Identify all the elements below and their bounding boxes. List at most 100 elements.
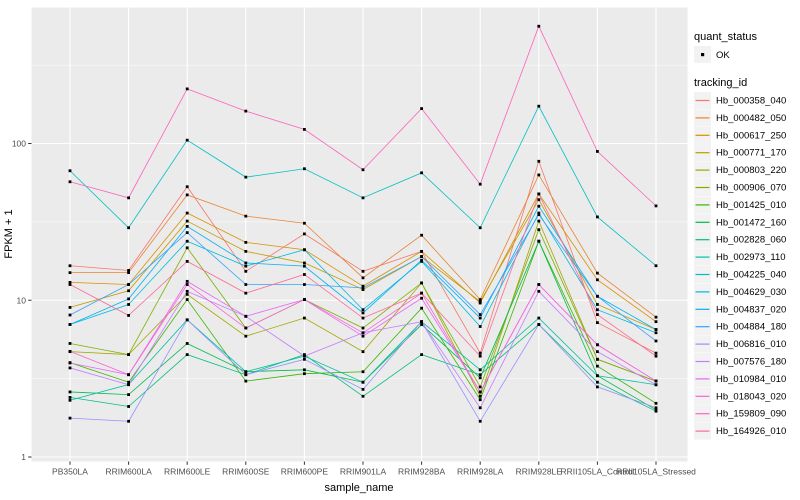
data-point bbox=[361, 286, 365, 290]
data-point bbox=[185, 298, 189, 301]
data-point bbox=[127, 297, 130, 301]
legend-entry-label: Hb_004884_180 bbox=[716, 322, 786, 333]
data-point bbox=[478, 398, 482, 402]
data-point bbox=[244, 109, 248, 113]
data-point bbox=[654, 315, 658, 319]
data-point bbox=[537, 239, 541, 243]
x-tick-label: RRII105LA_Stressed bbox=[616, 467, 696, 477]
data-point bbox=[420, 291, 423, 295]
data-point bbox=[244, 264, 248, 268]
legend-entry-label: Hb_000771_170 bbox=[716, 148, 786, 159]
data-point bbox=[537, 323, 541, 326]
data-point bbox=[596, 321, 599, 325]
data-point bbox=[654, 328, 658, 331]
data-point bbox=[127, 393, 130, 397]
data-point bbox=[185, 259, 189, 263]
panel-background bbox=[31, 7, 688, 462]
legend-entry-label: Hb_004629_030 bbox=[716, 287, 786, 298]
legend-entry-label: Hb_002828_060 bbox=[716, 235, 786, 246]
legend-entry-label: Hb_004225_040 bbox=[716, 270, 786, 281]
data-point bbox=[537, 173, 541, 177]
data-point bbox=[596, 294, 599, 298]
data-point bbox=[596, 303, 599, 306]
data-point bbox=[537, 104, 541, 108]
legend-title-quant-status: quant_status bbox=[694, 31, 757, 43]
data-point bbox=[478, 351, 482, 355]
data-point bbox=[654, 264, 658, 268]
x-tick-label: RRII105LA_Control bbox=[561, 467, 635, 477]
data-point bbox=[244, 283, 248, 286]
data-point bbox=[537, 198, 541, 202]
data-point bbox=[185, 239, 189, 243]
x-tick-label: RRIM600LE bbox=[164, 467, 211, 477]
legend-entry-Hb_001472_160: Hb_001472_160 bbox=[694, 213, 786, 231]
data-point bbox=[68, 180, 72, 184]
x-tick-label: RRIM928BA bbox=[398, 467, 446, 477]
legend-entry-label: Hb_159809_090 bbox=[716, 409, 786, 420]
legend-entry-label: Hb_000482_050 bbox=[716, 113, 786, 124]
legend-label-quant-status: OK bbox=[716, 50, 730, 61]
data-point bbox=[537, 159, 541, 163]
legend-entry-label: Hb_007576_180 bbox=[716, 357, 786, 368]
data-point bbox=[361, 387, 365, 391]
data-point bbox=[420, 320, 423, 324]
data-point bbox=[127, 269, 130, 272]
data-point bbox=[537, 204, 541, 208]
data-point bbox=[361, 331, 365, 335]
data-point bbox=[185, 318, 189, 322]
data-point bbox=[68, 264, 72, 268]
data-point bbox=[244, 314, 248, 318]
data-point bbox=[185, 87, 189, 91]
data-point bbox=[185, 342, 189, 345]
data-point bbox=[185, 219, 189, 223]
data-point bbox=[478, 325, 482, 328]
data-point bbox=[654, 320, 658, 324]
data-point bbox=[537, 219, 541, 223]
data-point bbox=[596, 357, 599, 361]
data-point bbox=[361, 196, 365, 200]
data-point bbox=[185, 353, 189, 357]
data-point bbox=[303, 264, 306, 268]
legend-entry-label: Hb_010984_010 bbox=[716, 374, 786, 385]
data-point bbox=[185, 138, 189, 142]
legend-entry-Hb_159809_090: Hb_159809_090 bbox=[694, 405, 786, 423]
data-point bbox=[303, 298, 306, 301]
data-point bbox=[537, 283, 541, 286]
data-point bbox=[478, 313, 482, 316]
data-point bbox=[68, 169, 72, 173]
data-point bbox=[244, 240, 248, 244]
y-axis-title: FPKM + 1 bbox=[3, 209, 15, 258]
data-point bbox=[537, 228, 541, 232]
data-point bbox=[478, 376, 482, 380]
legend-entries-tracking-id: Hb_000358_040 Hb_000482_050 Hb_000617_250 H… bbox=[694, 92, 786, 440]
data-point bbox=[361, 288, 365, 291]
legend-entry-label: Hb_164926_010 bbox=[716, 426, 786, 437]
legend-entry-Hb_004225_040: Hb_004225_040 bbox=[694, 266, 786, 283]
data-point bbox=[596, 350, 599, 354]
data-point bbox=[420, 255, 423, 258]
legend-title-tracking-id: tracking_id bbox=[694, 77, 747, 89]
legend-entry-Hb_002828_060: Hb_002828_060 bbox=[694, 231, 786, 249]
data-point bbox=[244, 373, 248, 377]
data-point bbox=[537, 24, 541, 28]
data-point bbox=[361, 350, 365, 354]
data-point bbox=[361, 284, 365, 288]
data-point bbox=[361, 311, 365, 315]
legend-entry-label: Hb_004837_020 bbox=[716, 304, 786, 315]
data-point bbox=[478, 182, 482, 186]
data-point bbox=[303, 273, 306, 276]
series-layer bbox=[68, 24, 658, 423]
data-point bbox=[420, 306, 423, 310]
data-point bbox=[185, 246, 189, 250]
data-point bbox=[185, 283, 189, 286]
data-point bbox=[127, 405, 130, 408]
legend-key-quant-status bbox=[694, 46, 711, 63]
legend-entry-Hb_004837_020: Hb_004837_020 bbox=[694, 300, 786, 318]
legend-entry-label: Hb_000617_250 bbox=[716, 130, 786, 141]
legend-entry-Hb_000482_050: Hb_000482_050 bbox=[694, 109, 786, 127]
data-point bbox=[68, 313, 72, 317]
data-point bbox=[185, 292, 189, 296]
legend-entry-Hb_000617_250: Hb_000617_250 bbox=[694, 126, 786, 144]
data-point bbox=[244, 175, 248, 179]
data-point bbox=[478, 394, 482, 398]
